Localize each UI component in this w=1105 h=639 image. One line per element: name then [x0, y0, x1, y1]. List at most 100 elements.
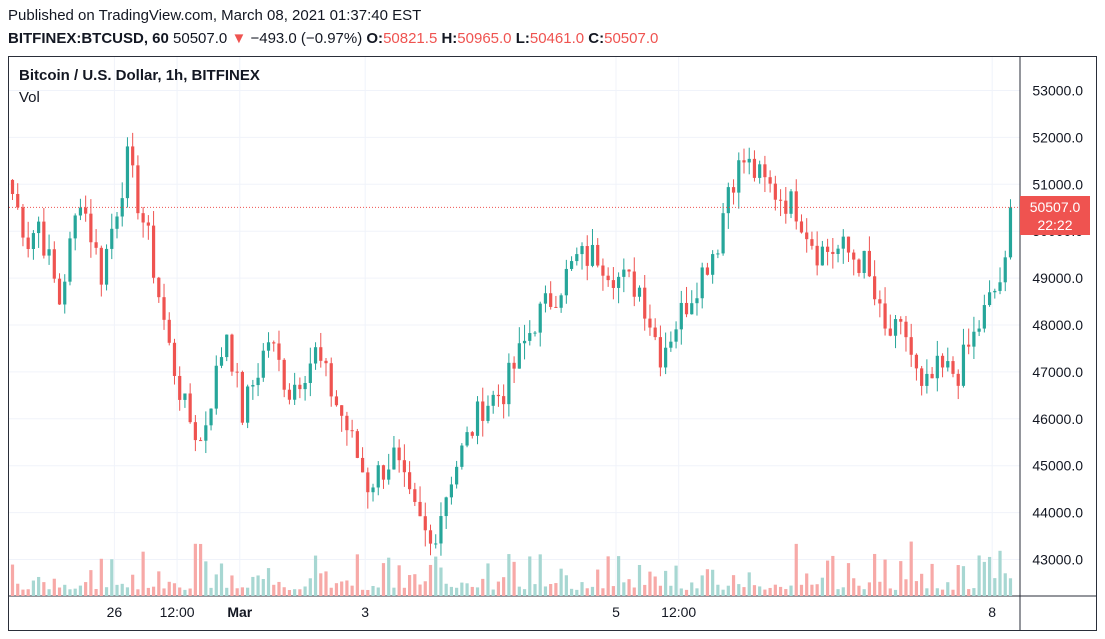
volume-bar — [559, 568, 563, 596]
candle-body — [486, 405, 490, 421]
candle-body — [559, 295, 563, 308]
candle-body — [465, 432, 469, 446]
x-tick-label: 5 — [612, 604, 620, 620]
volume-bar — [878, 581, 882, 596]
volume-bar — [402, 587, 406, 596]
candle-body — [789, 191, 793, 214]
candle-body — [73, 215, 77, 239]
candle-body — [162, 297, 166, 320]
candle-body — [115, 216, 119, 229]
volume-bar — [125, 587, 130, 596]
candle-body — [360, 457, 365, 473]
volume-bar — [183, 589, 187, 596]
volume-bar — [758, 586, 762, 596]
candle-body — [120, 198, 124, 217]
candle-body — [606, 275, 610, 281]
volume-bar — [810, 584, 814, 596]
volume-bar — [909, 541, 913, 596]
symbol-ohlc-line: BITFINEX:BTCUSD, 60 50507.0 ▼ −493.0 (−0… — [8, 30, 658, 47]
volume-bar — [178, 587, 182, 596]
volume-bar — [355, 554, 359, 596]
candle-body — [428, 530, 433, 544]
volume-bar — [669, 585, 673, 596]
volume-bar — [622, 582, 626, 596]
volume-bar — [763, 589, 767, 596]
candle-body — [125, 146, 130, 199]
volume-bar — [266, 568, 271, 596]
volume-bar — [366, 589, 370, 596]
volume-bar — [695, 588, 699, 596]
volume-bar — [951, 589, 955, 596]
volume-bar — [21, 589, 25, 596]
candle-body — [277, 343, 281, 360]
candle-body — [94, 242, 98, 248]
volume-bar — [26, 589, 30, 596]
candle-body — [345, 415, 349, 431]
candle-body — [987, 292, 992, 306]
candle-body — [543, 293, 548, 304]
candle-body — [308, 363, 312, 383]
candle-body — [225, 334, 229, 358]
candle-body — [209, 408, 213, 426]
candle-body — [658, 337, 662, 368]
volume-bar — [261, 579, 265, 596]
candle-body — [1008, 207, 1013, 258]
volume-bar — [99, 558, 103, 596]
volume-bar — [188, 588, 192, 596]
candle-body — [711, 254, 715, 275]
candle-body — [418, 501, 422, 517]
volume-bar — [742, 587, 746, 596]
volume-bar — [528, 556, 532, 596]
candle-body — [690, 303, 694, 315]
candle-body — [402, 460, 406, 473]
candle-body — [329, 363, 333, 397]
volume-bar — [115, 584, 119, 596]
volume-bar — [674, 565, 678, 596]
volume-bar — [679, 588, 683, 596]
volume-bar — [319, 573, 323, 596]
volume-bar — [68, 589, 72, 596]
candle-body — [904, 321, 908, 338]
volume-bar — [360, 589, 365, 596]
volume-bar — [517, 586, 521, 596]
candle-body — [21, 207, 25, 238]
chart-frame[interactable] — [8, 56, 1097, 631]
volume-bar — [444, 583, 448, 596]
volume-bar — [596, 569, 600, 596]
candle-body — [334, 396, 339, 406]
volume-bar — [413, 574, 417, 596]
candle-body — [63, 281, 67, 305]
candle-body — [246, 386, 250, 423]
candle-body — [716, 253, 720, 255]
volume-bar — [392, 587, 396, 596]
candle-body — [491, 394, 495, 406]
volume-bar — [925, 588, 929, 596]
candle-body — [873, 276, 877, 300]
candle-body — [951, 361, 955, 374]
volume-bar — [617, 556, 621, 596]
last-price: 50507.0 — [173, 30, 228, 47]
candle-body — [820, 246, 824, 266]
volume-bar — [16, 583, 20, 596]
candle-body — [256, 377, 260, 386]
candle-body — [773, 183, 777, 200]
volume-bar — [1008, 578, 1013, 596]
volume-bar — [481, 578, 485, 596]
candle-body — [219, 357, 224, 366]
candle-body — [763, 164, 767, 178]
candle-body — [617, 276, 621, 288]
volume-bar — [768, 587, 772, 596]
volume-bar — [956, 565, 960, 596]
candle-body — [596, 244, 600, 266]
candle-body — [439, 516, 443, 544]
price-change: −493.0 (−0.97%) — [250, 30, 363, 47]
volume-bar — [277, 581, 281, 596]
volume-bar — [496, 581, 501, 596]
candle-body — [10, 179, 15, 194]
candle-body — [26, 237, 30, 249]
candle-body — [397, 447, 401, 461]
candle-body — [496, 394, 501, 397]
volume-bar — [334, 583, 339, 596]
candle-body — [679, 302, 683, 330]
